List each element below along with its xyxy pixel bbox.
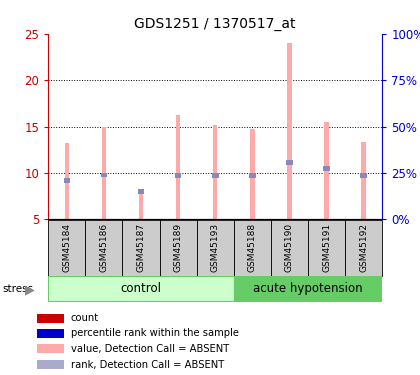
Bar: [85, 220, 123, 276]
Bar: [234, 220, 271, 276]
Bar: [286, 160, 293, 165]
Text: GSM45184: GSM45184: [62, 224, 71, 272]
Bar: [37, 344, 64, 353]
Bar: [175, 173, 181, 178]
Text: GSM45188: GSM45188: [248, 224, 257, 272]
Bar: [48, 276, 234, 302]
Bar: [63, 178, 70, 183]
Bar: [234, 276, 382, 302]
Text: ▶: ▶: [25, 283, 35, 296]
Bar: [324, 122, 329, 219]
Bar: [197, 220, 234, 276]
Bar: [102, 127, 106, 219]
Bar: [345, 220, 382, 276]
Text: percentile rank within the sample: percentile rank within the sample: [71, 328, 239, 338]
Text: GSM45193: GSM45193: [211, 224, 220, 272]
Bar: [362, 142, 366, 219]
Bar: [287, 43, 291, 219]
Bar: [323, 166, 330, 171]
Bar: [360, 173, 367, 178]
Text: GSM45187: GSM45187: [136, 224, 146, 272]
Bar: [308, 220, 345, 276]
Text: GSM45192: GSM45192: [359, 224, 368, 272]
Text: GSM45191: GSM45191: [322, 224, 331, 272]
Bar: [250, 129, 255, 219]
Bar: [123, 220, 160, 276]
Bar: [249, 173, 256, 178]
Text: stress: stress: [2, 285, 33, 294]
Text: GSM45190: GSM45190: [285, 224, 294, 272]
Bar: [176, 116, 180, 219]
Bar: [160, 220, 197, 276]
Bar: [139, 192, 143, 219]
Text: GSM45189: GSM45189: [173, 224, 183, 272]
Bar: [101, 172, 107, 177]
Bar: [37, 314, 64, 322]
Bar: [37, 329, 64, 338]
Text: value, Detection Call = ABSENT: value, Detection Call = ABSENT: [71, 344, 229, 354]
Bar: [271, 220, 308, 276]
Bar: [65, 143, 69, 219]
Text: rank, Detection Call = ABSENT: rank, Detection Call = ABSENT: [71, 360, 224, 370]
Text: control: control: [121, 282, 162, 295]
Text: acute hypotension: acute hypotension: [253, 282, 363, 295]
Bar: [48, 220, 85, 276]
Bar: [37, 360, 64, 369]
Bar: [212, 173, 218, 178]
Bar: [213, 125, 218, 219]
Bar: [138, 189, 144, 194]
Title: GDS1251 / 1370517_at: GDS1251 / 1370517_at: [134, 17, 296, 32]
Text: count: count: [71, 313, 99, 323]
Text: GSM45186: GSM45186: [100, 224, 108, 272]
